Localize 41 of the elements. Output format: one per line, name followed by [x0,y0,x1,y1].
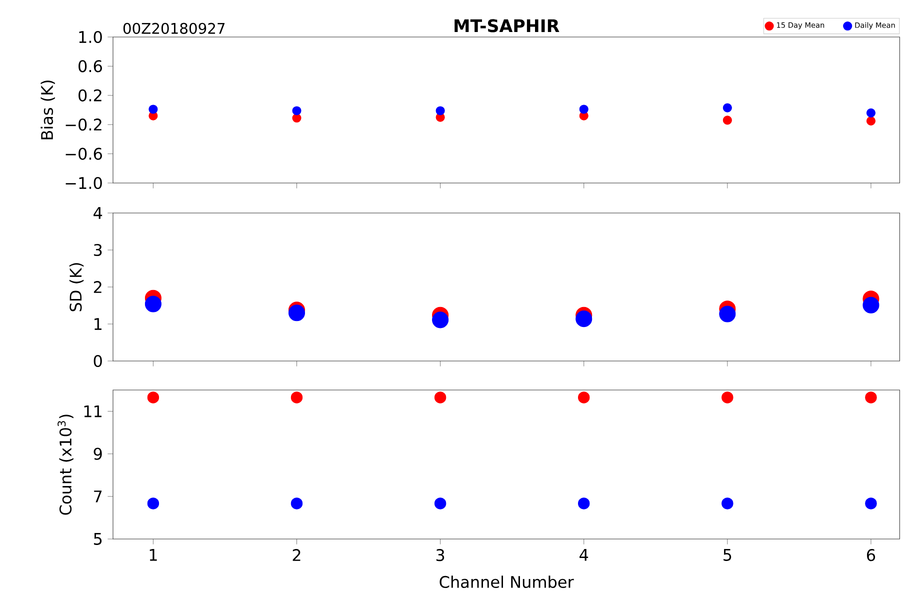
y-tick-label: 5 [94,533,102,545]
point [579,104,588,114]
point [432,312,449,328]
point [862,296,880,314]
y-axis-title: Count (x10$^{3}$) [58,414,74,515]
point [722,116,732,125]
chart-title: MT-SAPHIR [454,19,560,32]
point [866,108,876,118]
y-tick-label: −0.6 [66,148,102,160]
y-tick-label: 4 [94,207,102,219]
x-tick-label: 3 [436,549,444,562]
y-tick-label: −0.2 [66,118,102,131]
point [288,304,306,322]
y-tick-label: 11 [84,405,102,418]
y-tick-label: 1 [94,318,102,330]
point [722,103,732,112]
y-axis-title: Bias (K) [40,80,55,140]
point [292,106,302,116]
x-tick-label: 5 [724,549,732,561]
point [436,106,445,116]
y-tick-label: 0.2 [78,89,102,102]
text: 00Z20180927 [123,22,225,34]
y-tick-label: 7 [94,490,102,502]
y-tick-label: 1.0 [79,30,102,44]
y-tick-label: −1.0 [66,176,102,190]
point [576,310,592,328]
point [148,104,158,114]
x-tick-label: 4 [580,549,588,561]
x-axis-title: Channel Number [440,576,574,588]
point [144,296,162,312]
point [719,306,736,322]
y-tick-label: 0.6 [78,60,102,72]
y-tick-label: 0 [94,354,102,368]
y-tick-label: 3 [94,244,102,256]
y-tick-label: 2 [94,281,102,293]
y-axis-title: SD (K) [69,263,84,312]
y-tick-label: 9 [94,448,102,460]
x-tick-label: 2 [292,549,300,561]
point [866,116,876,126]
x-tick-label: 6 [866,549,876,562]
x-tick-label: 1 [150,549,157,561]
